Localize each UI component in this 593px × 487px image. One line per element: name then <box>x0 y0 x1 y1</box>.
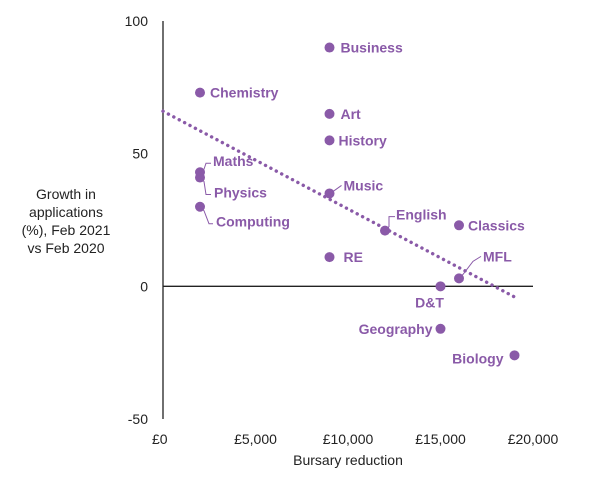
data-point <box>435 281 446 292</box>
label-leader-line <box>384 216 395 231</box>
data-point <box>195 87 205 98</box>
y-tick-label: -50 <box>128 411 148 427</box>
point-label: Business <box>341 40 403 56</box>
x-tick-label: £10,000 <box>323 431 374 447</box>
point-label: D&T <box>415 294 444 310</box>
y-axis-title-line: (%), Feb 2021 <box>22 222 111 238</box>
point-label: Biology <box>452 350 504 366</box>
data-point <box>509 350 520 361</box>
y-tick-label: 0 <box>140 278 148 294</box>
label-leader-line <box>329 185 342 194</box>
y-tick-label: 100 <box>125 13 149 29</box>
y-axis-title-line: applications <box>29 204 103 220</box>
label-leader-line <box>458 255 482 279</box>
y-tick-label: 50 <box>132 146 148 162</box>
data-point <box>435 323 446 334</box>
point-label: Physics <box>214 185 267 201</box>
point-label: Computing <box>216 214 290 230</box>
x-tick-label: £15,000 <box>415 431 466 447</box>
data-point <box>454 220 464 231</box>
point-label: Maths <box>213 153 254 169</box>
data-point <box>324 135 335 146</box>
point-label: MFL <box>483 248 512 264</box>
y-axis-title-line: vs Feb 2020 <box>27 240 104 256</box>
data-point <box>324 252 335 263</box>
data-point <box>324 108 335 119</box>
label-leader-line <box>199 206 213 225</box>
label-leader-line <box>199 162 211 173</box>
point-label: English <box>396 207 447 223</box>
y-axis-title: Growth in applications (%), Feb 2021 vs … <box>22 186 111 256</box>
x-tick-label: £20,000 <box>508 431 559 447</box>
x-axis-title: Bursary reduction <box>293 452 403 468</box>
label-leader-line <box>199 177 211 196</box>
trendline <box>161 109 517 299</box>
point-label: Classics <box>468 217 525 233</box>
data-point <box>324 42 335 53</box>
point-label: Geography <box>359 321 433 337</box>
point-label: History <box>339 132 387 148</box>
point-label: Music <box>344 177 384 193</box>
x-tick-label: £5,000 <box>234 431 277 447</box>
point-label: Chemistry <box>210 85 279 101</box>
point-label: RE <box>344 249 363 265</box>
point-label: Art <box>341 106 362 122</box>
x-tick-label: £0 <box>152 431 168 447</box>
y-axis-title-line: Growth in <box>36 186 96 202</box>
